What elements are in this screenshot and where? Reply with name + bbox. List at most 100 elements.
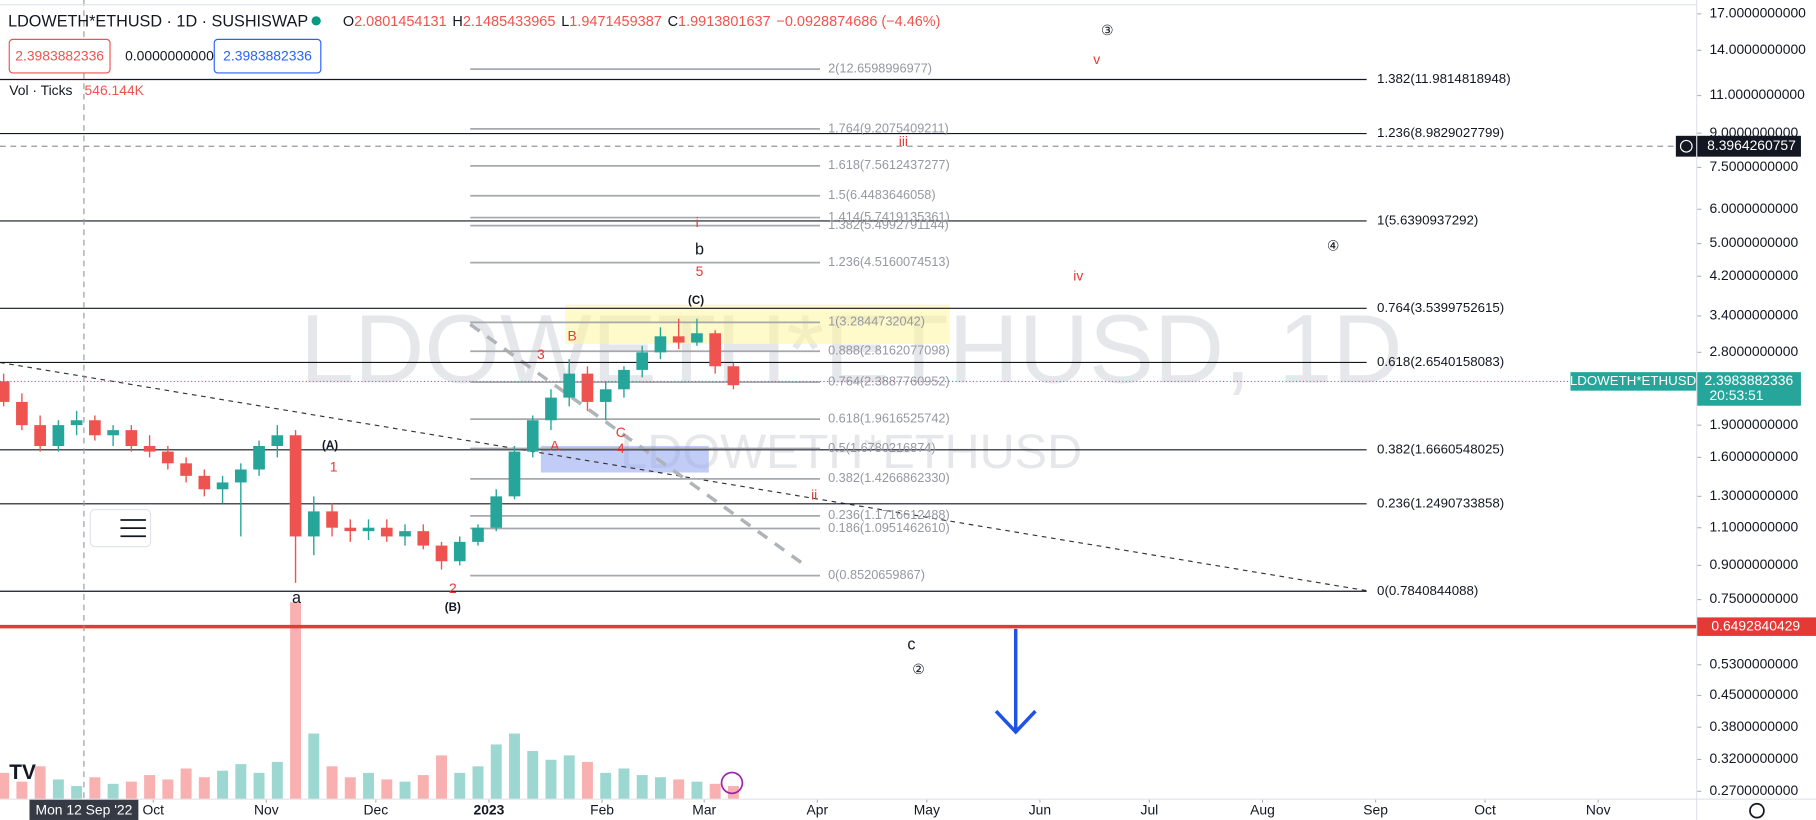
- logo[interactable]: TV: [9, 761, 36, 784]
- crosshair-y-tag: [1675, 135, 1801, 157]
- status-dot: [311, 16, 321, 26]
- fib-label-2: 1.764(9.2075409211): [828, 120, 949, 135]
- candle-body: [34, 425, 46, 447]
- x-tick-label: Nov: [254, 801, 279, 817]
- price-tag: [1696, 372, 1801, 406]
- candle-body: [162, 451, 174, 464]
- x-tick-label: 2023: [474, 801, 505, 817]
- wave-label: A: [550, 438, 560, 454]
- candle-body: [143, 446, 156, 452]
- x-tick-label: Apr: [807, 801, 829, 817]
- candle-body: [508, 451, 521, 497]
- volume-value: 546.144K: [85, 82, 145, 98]
- volume-bar: [34, 766, 46, 800]
- wave-label: 3: [537, 346, 545, 362]
- volume-bar: [399, 781, 411, 800]
- fib-label: 0(0.7840844088): [1377, 583, 1478, 598]
- x-tick-label: Dec: [363, 801, 388, 817]
- fib-label: 0.236(1.2490733858): [1377, 495, 1504, 510]
- candle-body: [435, 545, 448, 562]
- wave-label: a: [292, 589, 302, 607]
- candle-body: [472, 527, 484, 542]
- drawing-toolbar[interactable]: [89, 509, 152, 548]
- y-tick-label: 5.0000000000: [1709, 234, 1798, 250]
- alert-tag: [1696, 617, 1816, 636]
- wave-label: iv: [1073, 267, 1083, 283]
- volume-bar: [490, 744, 502, 800]
- fib-label: 1(5.6390937292): [1377, 212, 1478, 227]
- candle-body: [89, 420, 101, 436]
- ohlc-value: 1.9913801637: [678, 14, 771, 30]
- volume-bar: [563, 755, 575, 800]
- symbol-tag-label: LDOWETH*ETHUSD: [1570, 373, 1696, 388]
- x-tick-label: Oct: [1474, 801, 1496, 817]
- candle-body: [654, 336, 667, 353]
- candle-body: [125, 430, 138, 447]
- volume-bar: [581, 761, 593, 800]
- fib-label-2: 0.236(1.1716612488): [828, 507, 950, 522]
- wave-label: (A): [322, 440, 338, 452]
- volume-bar: [673, 779, 685, 800]
- volume-bar: [308, 733, 320, 800]
- candle-body: [52, 425, 65, 447]
- trend-line-grey: [469, 322, 806, 567]
- volume-bar: [16, 781, 28, 800]
- alert-tag-label: 0.6492840429: [1711, 617, 1800, 633]
- volume-bar: [381, 779, 393, 800]
- ohlc-change: −0.0928874686 (−4.46%): [776, 14, 940, 30]
- arrow-head: [994, 709, 1037, 735]
- lightning-icon[interactable]: [720, 771, 744, 795]
- wave-label: C: [616, 424, 626, 440]
- candle-body: [380, 527, 393, 537]
- x-tick-label: Jun: [1029, 801, 1051, 817]
- candle-body: [362, 527, 375, 532]
- y-tick-label: 1.3000000000: [1709, 487, 1798, 503]
- y-tick-label: 1.1000000000: [1709, 518, 1798, 534]
- volume-bar: [654, 777, 666, 800]
- volume-bar: [363, 772, 375, 800]
- candle-body: [490, 496, 503, 528]
- volume-bar: [417, 775, 429, 800]
- fib-label-2: 0(0.8520659867): [828, 567, 925, 582]
- fib-label-2: 2(12.6598996977): [828, 61, 932, 76]
- input-box[interactable]: [8, 38, 111, 74]
- volume-bar: [235, 764, 247, 800]
- volume-bar: [217, 770, 229, 800]
- candle-body: [271, 435, 284, 447]
- input-value[interactable]: 2.3983882336: [223, 47, 312, 63]
- x-tick-label: Aug: [1250, 801, 1275, 817]
- x-tick-label: Oct: [142, 801, 164, 817]
- crosshair-y-label: 8.3964260757: [1707, 137, 1796, 153]
- candle-body: [727, 366, 740, 386]
- candle-body: [216, 482, 229, 490]
- y-tick-label: 14.0000000000: [1709, 41, 1806, 57]
- volume-bar: [107, 783, 119, 800]
- y-tick-label: 11.0000000000: [1709, 86, 1805, 102]
- ohlc-key: L: [561, 14, 569, 30]
- candle-body: [326, 511, 338, 528]
- symbol-tag: [1570, 372, 1697, 391]
- input-box[interactable]: [213, 38, 322, 74]
- add-icon[interactable]: [1679, 139, 1693, 153]
- y-tick-label: 0.3800000000: [1709, 718, 1798, 734]
- candle-body: [180, 463, 192, 476]
- input-value[interactable]: 2.3983882336: [15, 47, 104, 63]
- settings-icon[interactable]: [1749, 802, 1765, 819]
- candle-body: [399, 531, 411, 537]
- candle-body: [691, 333, 703, 343]
- wave-label: B: [567, 328, 576, 344]
- candle-body: [417, 531, 430, 546]
- volume-bar: [527, 751, 539, 800]
- input-value[interactable]: 0.0000000000: [125, 47, 214, 63]
- candle-body: [16, 401, 28, 426]
- wave-label: ②: [912, 661, 924, 677]
- x-tick-label: May: [914, 801, 940, 817]
- y-tick-label: 1.6000000000: [1709, 448, 1798, 464]
- y-tick-label: 0.7500000000: [1709, 590, 1798, 606]
- volume-label: Vol · Ticks: [9, 82, 72, 98]
- volume-bar: [436, 755, 447, 800]
- fib-label: 0.618(2.6540158083): [1377, 354, 1504, 369]
- x-tick-label: Nov: [1586, 801, 1611, 817]
- fib-label: 1.382(11.9814818948): [1377, 71, 1511, 86]
